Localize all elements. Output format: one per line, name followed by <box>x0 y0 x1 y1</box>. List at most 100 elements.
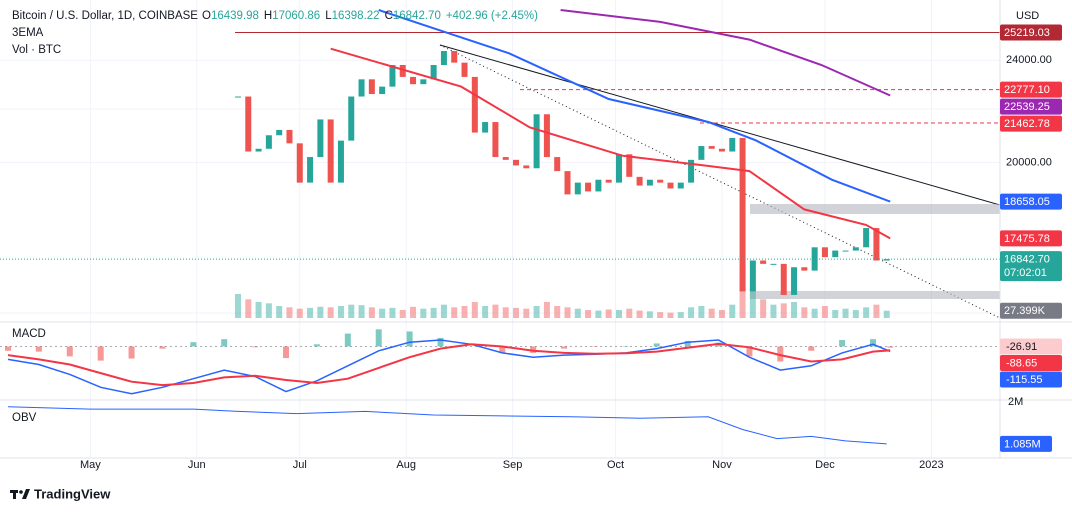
macd-histogram <box>869 339 876 347</box>
symbol-title: Bitcoin / U.S. Dollar, 1D, COINBASE <box>12 10 198 22</box>
countdown: 07:02:01 <box>1004 267 1047 279</box>
ema-line <box>330 47 891 240</box>
candle <box>368 79 375 95</box>
macd-histogram <box>653 343 660 347</box>
volume-bar <box>543 302 550 318</box>
volume-bar <box>801 307 808 318</box>
candle <box>492 122 499 158</box>
volume-bar <box>708 308 715 318</box>
macd-histogram <box>35 346 42 352</box>
price-label: 17475.78 <box>1004 233 1050 245</box>
macd-histogram <box>66 346 73 357</box>
candle <box>708 146 715 149</box>
volume-bar <box>883 310 890 318</box>
price-label: 16842.70 <box>1004 253 1050 265</box>
macd-histogram <box>839 340 846 347</box>
candle <box>832 250 839 258</box>
candle <box>245 96 252 152</box>
candle <box>482 122 489 133</box>
volume-bar <box>574 308 581 318</box>
volume-bar <box>564 307 571 318</box>
volume-bar <box>605 309 612 318</box>
candle <box>451 51 458 63</box>
price-label: 21462.78 <box>1004 118 1050 130</box>
candle <box>780 263 787 295</box>
support-zone <box>750 291 1000 299</box>
volume-bar <box>657 312 664 318</box>
volume-bar <box>615 310 622 318</box>
volume-bar <box>461 306 468 318</box>
candle <box>760 260 767 264</box>
candle <box>863 228 870 248</box>
macd-histogram <box>437 337 444 347</box>
x-tick-label: Sep <box>503 459 523 471</box>
volume-bar <box>554 306 561 318</box>
volume-bar <box>646 311 653 318</box>
price-label-bg <box>1000 24 1062 41</box>
candle <box>821 247 828 258</box>
candle <box>626 154 633 177</box>
candle <box>605 179 612 183</box>
candle <box>688 159 695 183</box>
volume-bar <box>852 310 859 318</box>
macd-histogram <box>375 329 382 347</box>
candle <box>461 62 468 77</box>
volume-bar <box>667 312 674 318</box>
volume-bar <box>368 307 375 318</box>
candle <box>554 157 561 172</box>
macd-histogram <box>221 339 228 347</box>
candle <box>811 247 818 271</box>
volume-bar <box>348 304 355 318</box>
grid <box>0 0 1000 458</box>
price-label-bg <box>1000 230 1062 247</box>
macd-histogram <box>344 333 351 347</box>
macd-histogram <box>406 331 413 347</box>
volume-bar <box>234 294 241 318</box>
candle <box>276 129 283 136</box>
ema-line <box>560 9 891 97</box>
resistance-zone <box>750 204 1000 214</box>
candle <box>337 140 344 183</box>
candle <box>677 182 684 189</box>
obv-line <box>7 406 887 445</box>
candle <box>255 148 262 152</box>
candle <box>317 119 324 158</box>
obv-tick-label: 2M <box>1008 396 1023 408</box>
x-tick-label: 2023 <box>919 459 943 471</box>
volume-bar <box>513 307 520 318</box>
pane-title: MACD <box>12 328 46 340</box>
candle <box>543 114 550 158</box>
candle <box>657 179 664 183</box>
x-tick-label: Dec <box>815 459 835 471</box>
volume-bar <box>286 307 293 318</box>
candle <box>307 157 314 183</box>
candle <box>513 159 520 166</box>
macd-histogram <box>313 344 320 347</box>
macd-histogram <box>128 346 135 359</box>
candle <box>852 247 859 251</box>
macd-histogram <box>5 346 11 351</box>
price-label-bg <box>1000 115 1062 132</box>
volume-bar <box>255 302 262 318</box>
volume-bar <box>327 307 334 318</box>
volume-bar <box>265 303 272 318</box>
candle <box>698 146 705 160</box>
volume-bar <box>770 304 777 318</box>
candle <box>791 267 798 295</box>
candle <box>615 154 622 183</box>
indicator-label: 3EMA <box>12 27 44 39</box>
volume-bar <box>482 306 489 318</box>
currency: USD <box>1016 10 1039 22</box>
volume-bar <box>410 306 417 318</box>
macd-histogram <box>777 346 784 362</box>
volume-bar <box>729 304 736 318</box>
candle <box>749 260 756 292</box>
price-label: 18658.05 <box>1004 196 1050 208</box>
volume-bar <box>739 267 746 318</box>
volume-bar <box>420 308 427 318</box>
volume-bar <box>863 307 870 318</box>
candle <box>729 137 736 152</box>
volume-bar <box>636 310 643 318</box>
candle <box>471 76 478 133</box>
price-label-bg <box>1000 193 1062 210</box>
